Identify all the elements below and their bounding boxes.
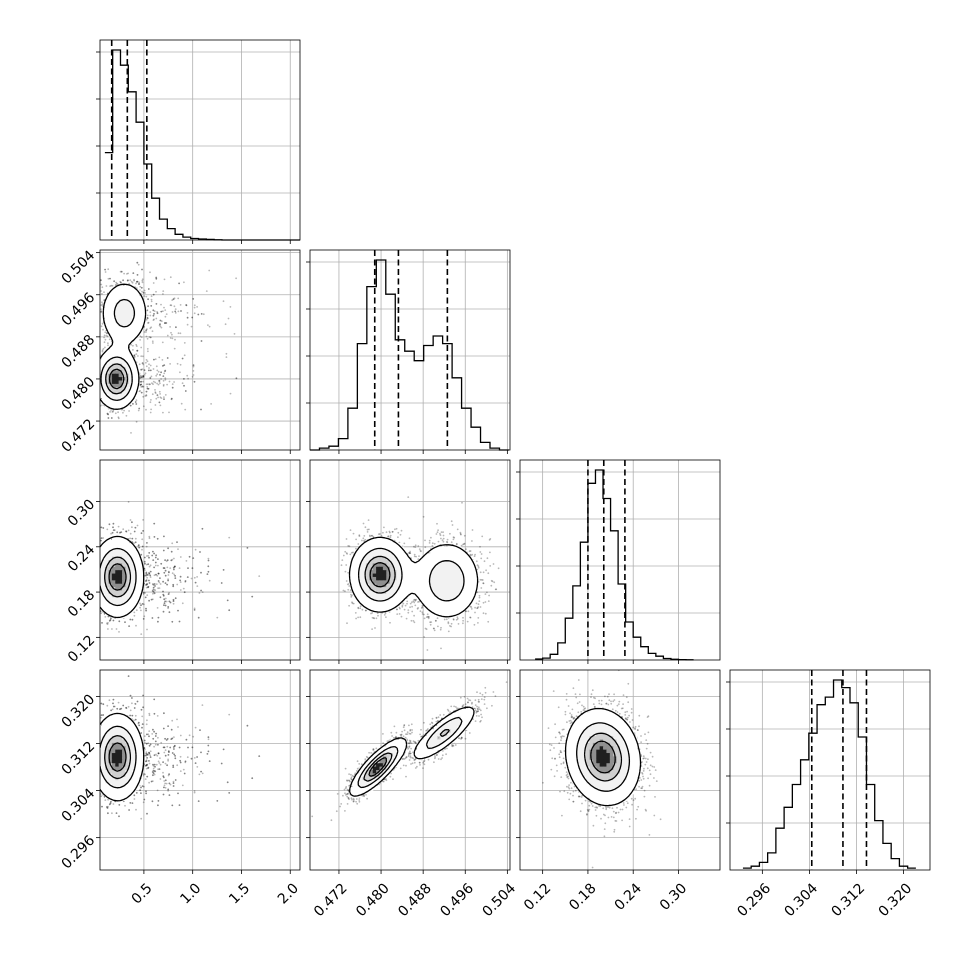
y-tick-label: 0.488 [59,332,99,372]
y-tick-label: 0.472 [59,416,99,456]
x-tick-label: 1.0 [177,880,204,907]
scatter-panel-3-2: 0.12 0.18 0.24 0.30 [516,669,721,914]
x-tick-label: 0.480 [353,880,393,920]
y-tick-label: 0.304 [59,786,99,826]
density-contour [100,535,145,619]
panel-body [100,261,238,434]
x-tick-label: 0.320 [876,880,916,920]
density-contour [108,368,125,390]
density-contour [104,556,132,598]
panel-body [311,681,508,822]
density-contour [357,547,465,602]
y-tick-label: 0.18 [65,587,98,620]
scatter-panel-2-0: 0.12 0.18 0.24 0.30 [65,459,301,666]
panel-body [100,501,261,635]
scatter-panel-3-1: 0.472 0.480 0.488 0.496 0.504 [306,669,519,920]
panel-frame [309,459,511,661]
x-tick-label: 0.496 [437,880,477,920]
density-contour [368,757,388,777]
x-tick-label: 0.24 [612,880,645,913]
x-tick-label: 0.504 [479,880,519,920]
panel-frame [519,669,721,871]
density-contour [105,363,129,395]
hist-panel-0 [96,39,301,244]
density-contour [363,728,450,782]
panel-frame [729,669,931,871]
density-contour [576,722,631,792]
histogram-step [310,259,509,451]
density-shading [348,536,479,619]
density-contour [590,740,616,774]
y-tick-label: 0.12 [65,632,98,665]
density-contour [349,706,475,797]
x-tick-label: 0.304 [782,880,822,920]
density-contour [583,732,623,782]
histogram-step [535,469,694,661]
panel-body [340,496,500,651]
panel-frame [99,459,301,661]
x-tick-label: 0.5 [129,880,156,907]
density-contour [348,536,479,618]
y-tick-label: 0.480 [59,374,99,414]
panel-frame [519,459,721,661]
density-shading [348,705,476,798]
density-contour [104,734,132,780]
density-contour [369,562,391,588]
panel-frame [99,39,301,241]
x-tick-label: 0.18 [566,880,599,913]
hist-panel-2 [516,459,721,664]
x-tick-label: 2.0 [275,880,302,907]
y-tick-label: 0.296 [59,833,99,873]
y-tick-label: 0.24 [65,542,98,575]
panel-frame [99,249,301,451]
x-tick-label: 0.12 [521,880,554,913]
panel-frame [309,669,511,871]
histogram-step [742,679,916,869]
density-contour [100,298,136,402]
density-contour [564,707,642,807]
density-contour [108,742,127,772]
panel-body [542,670,662,869]
y-tick-label: 0.496 [59,290,99,330]
histogram-step [104,49,300,241]
panel-frame [309,249,511,451]
density-contour [100,712,145,802]
hist-panel-3: 0.296 0.304 0.312 0.320 [726,669,931,920]
density-contour [357,716,463,789]
x-tick-label: 1.5 [226,880,253,907]
panel-body [100,675,261,820]
x-tick-label: 0.30 [657,880,690,913]
y-tick-label: 0.320 [59,691,99,731]
scatter-panel-3-0: 0.5 1.0 1.5 2.0 0.296 0.304 0.312 0.320 [59,669,302,908]
x-tick-label: 0.296 [734,880,774,920]
panel-frame [99,669,301,871]
scatter-panel-2-1 [306,459,511,664]
density-shading [100,536,143,619]
density-contour [108,563,127,591]
hist-panel-1 [306,249,511,454]
density-contour [364,555,396,594]
sample-points [311,681,508,822]
x-tick-label: 0.488 [395,880,435,920]
y-tick-label: 0.30 [65,496,98,529]
sample-points [100,501,261,635]
density-contour [100,283,147,410]
y-tick-label: 0.504 [59,248,99,288]
y-tick-label: 0.312 [59,739,99,779]
x-tick-label: 0.312 [829,880,869,920]
x-tick-label: 0.472 [311,880,351,920]
